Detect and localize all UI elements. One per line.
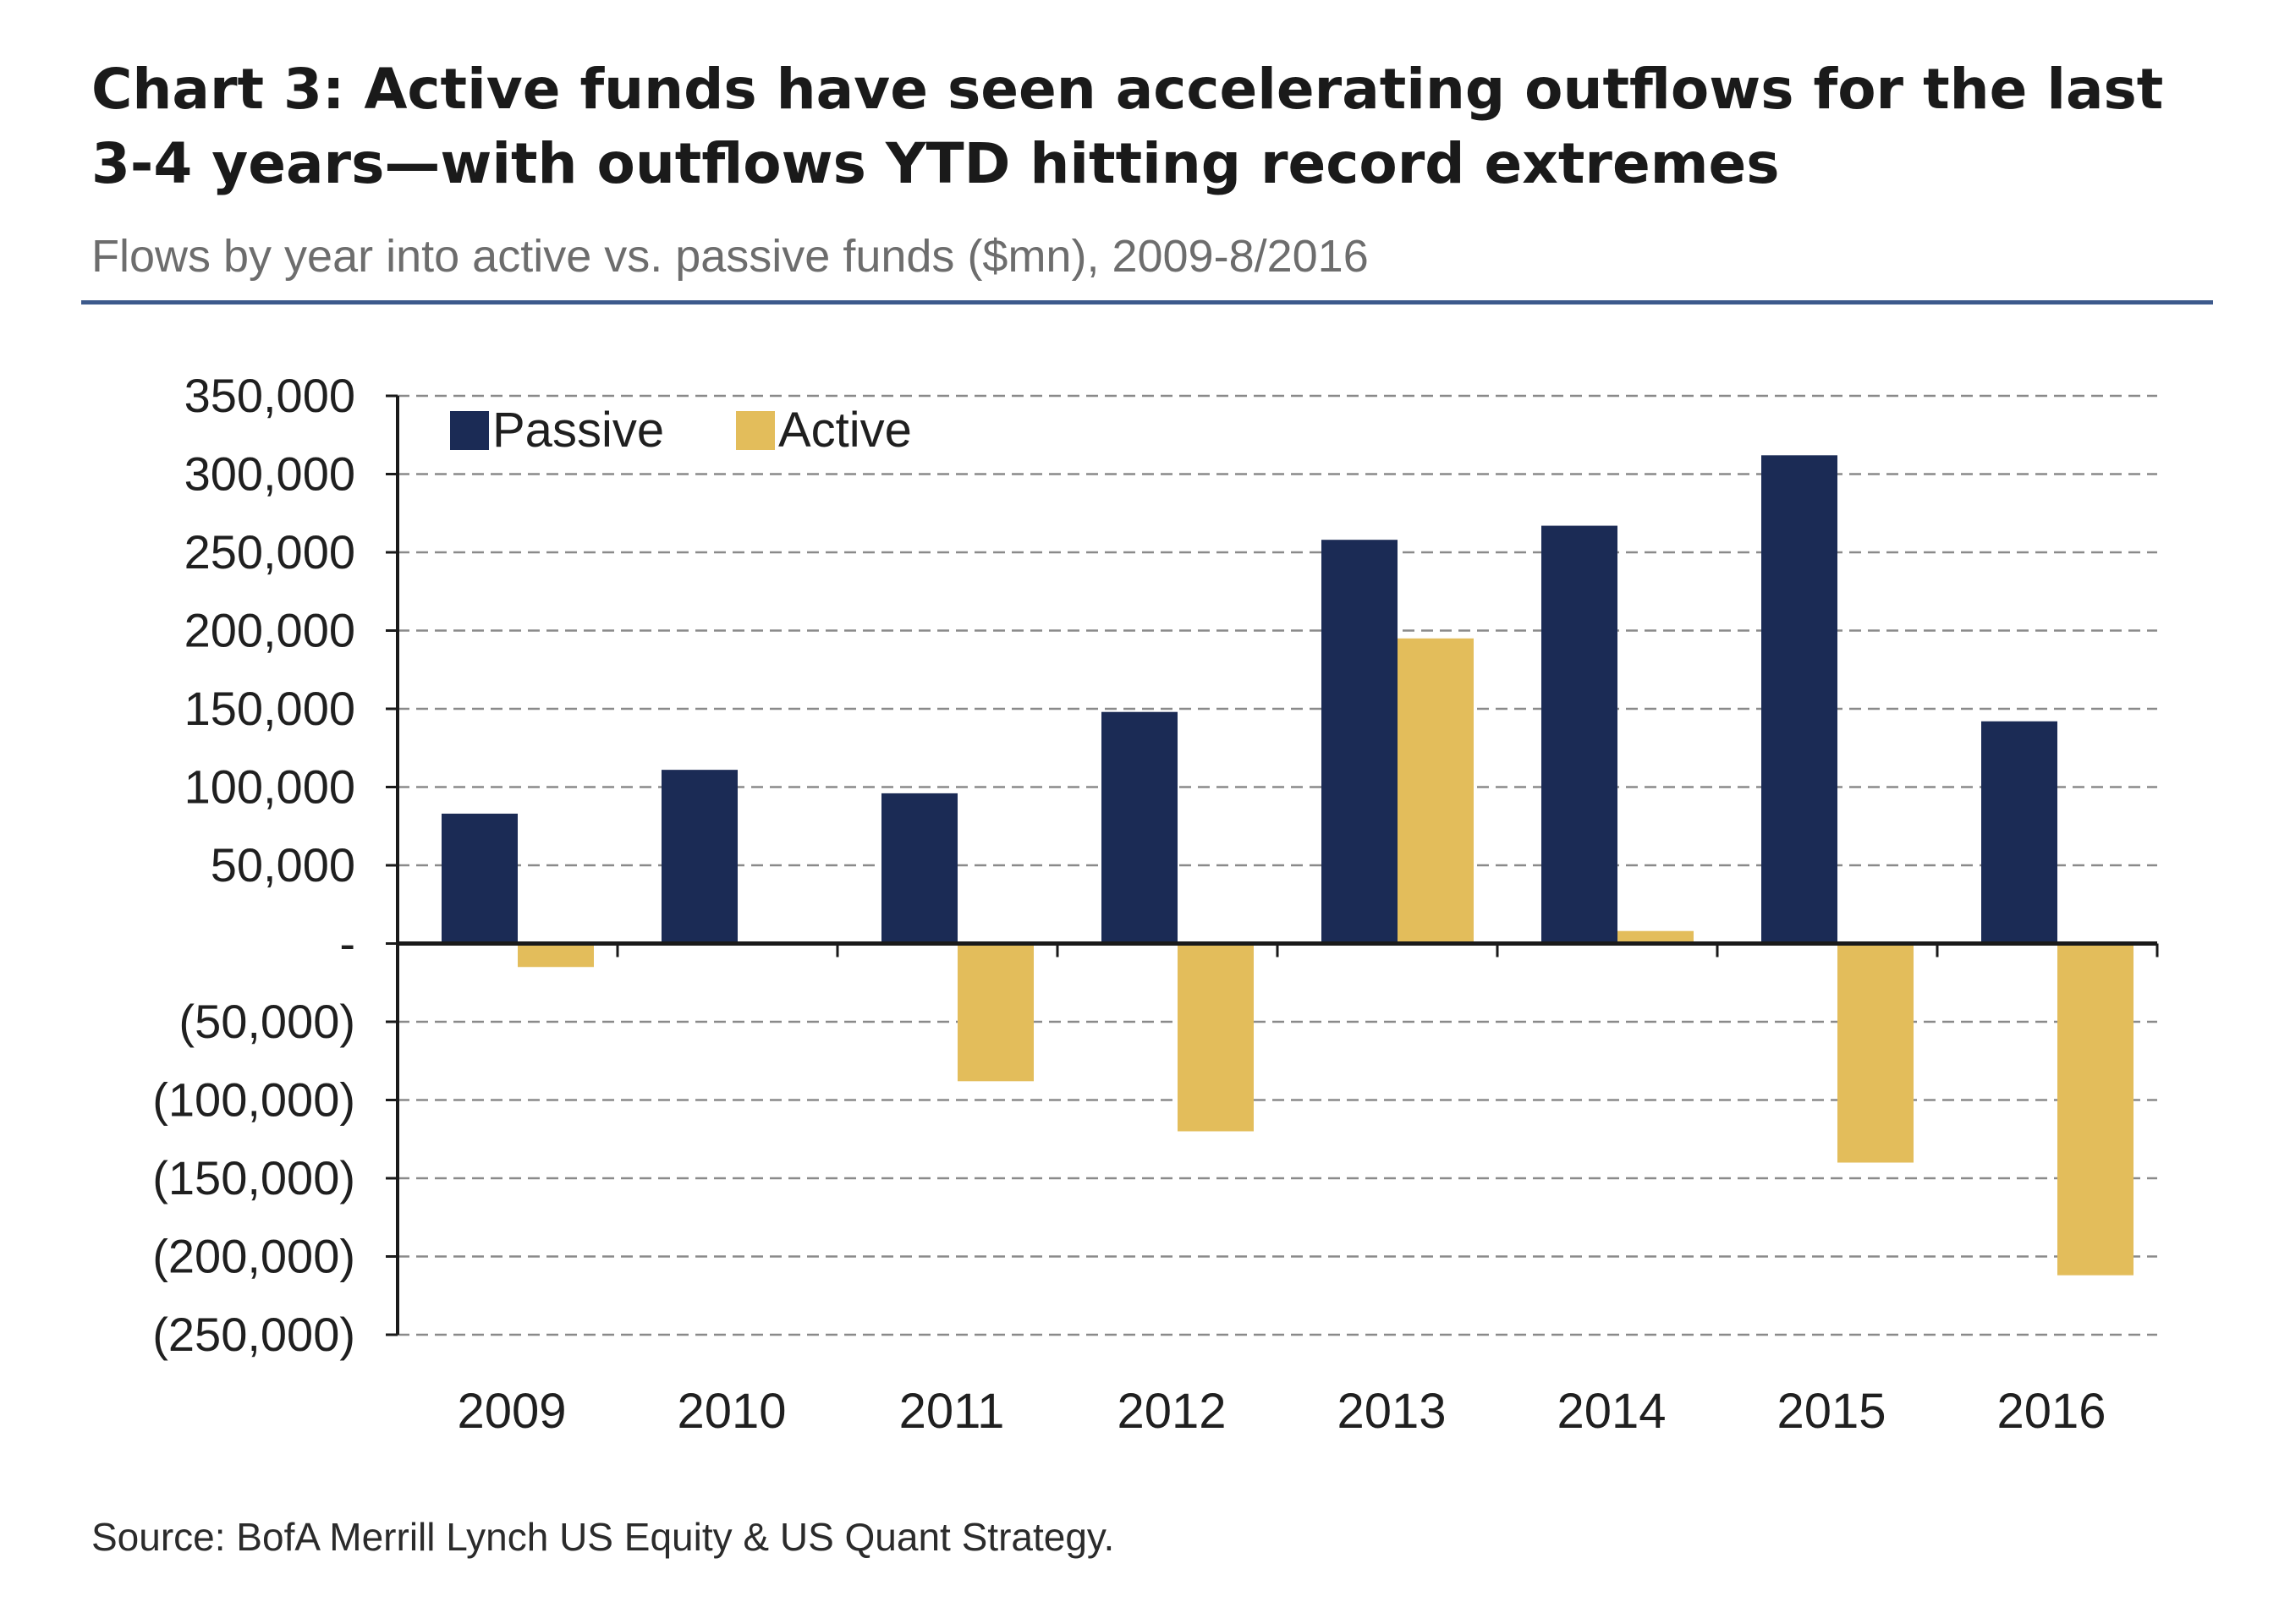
x-tick-label: 2015 [1777, 1384, 1886, 1439]
y-tick-label: (50,000) [178, 995, 355, 1048]
y-tick-label: (200,000) [152, 1230, 355, 1283]
x-tick-label: 2010 [677, 1384, 786, 1439]
bar-passive-2015 [1761, 455, 1837, 944]
bar-passive-2014 [1541, 525, 1617, 944]
x-tick-label: 2013 [1337, 1384, 1446, 1439]
legend-label-passive: Passive [492, 403, 664, 458]
legend: Passive Active [450, 403, 912, 458]
bar-passive-2016 [1981, 721, 2057, 944]
y-tick-label: 250,000 [184, 525, 355, 579]
legend-swatch-passive [450, 411, 489, 450]
y-tick-label: (150,000) [152, 1151, 355, 1204]
bar-active-2009 [518, 943, 594, 968]
axes [386, 394, 2159, 1336]
bar-passive-2010 [662, 770, 738, 944]
y-tick-label: 150,000 [184, 682, 355, 735]
x-tick-label: 2009 [457, 1384, 566, 1439]
gridlines [398, 394, 2157, 1336]
y-tick-label: - [339, 917, 355, 970]
source-note: Source: BofA Merrill Lynch US Equity & U… [91, 1515, 1115, 1559]
legend-label-active: Active [778, 403, 912, 458]
chart-title: Chart 3: Active funds have seen accelera… [91, 57, 2164, 196]
bar-active-2014 [1617, 930, 1694, 944]
y-tick-label: 200,000 [184, 604, 355, 657]
bar-passive-2013 [1321, 540, 1398, 944]
y-tick-label: (250,000) [152, 1308, 355, 1361]
y-tick-label: 100,000 [184, 760, 355, 814]
x-tick-labels: 2009 2010 2011 2012 2013 2014 2015 2016 [457, 1384, 2106, 1439]
bar-active-2016 [2057, 943, 2133, 1276]
y-tick-labels: 350,000 300,000 250,000 200,000 150,000 100,0… [152, 369, 355, 1361]
x-tick-label: 2011 [899, 1384, 1005, 1439]
legend-swatch-active [736, 411, 775, 450]
bar-active-2012 [1178, 943, 1254, 1132]
bar-passive-2011 [881, 793, 958, 944]
y-tick-label: 50,000 [211, 838, 355, 892]
x-tick-label: 2012 [1117, 1384, 1226, 1439]
bar-active-2013 [1398, 638, 1474, 944]
bar-active-2011 [958, 943, 1034, 1082]
bars [442, 455, 2133, 1276]
y-tick-label: (100,000) [152, 1073, 355, 1127]
y-tick-label: 300,000 [184, 447, 355, 501]
y-tick-label: 350,000 [184, 369, 355, 422]
title-divider [81, 300, 2213, 304]
bar-active-2015 [1837, 943, 1914, 1163]
bar-passive-2009 [442, 813, 518, 944]
x-tick-label: 2016 [1996, 1384, 2106, 1439]
x-tick-label: 2014 [1557, 1384, 1666, 1439]
bar-passive-2012 [1101, 711, 1178, 944]
chart-subtitle: Flows by year into active vs. passive fu… [91, 231, 1369, 282]
